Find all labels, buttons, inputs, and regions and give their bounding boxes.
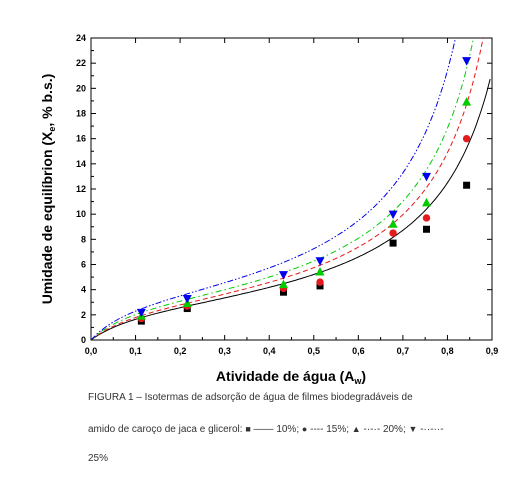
axes <box>90 37 493 341</box>
x-tick-label: 0,8 <box>441 346 454 356</box>
tick-labels: 0,0 0,1 0,2 0,3 0,4 0,5 0,6 0,7 0,8 0,90246810121… <box>76 33 498 356</box>
legend-20-line: -·-·- <box>363 424 381 435</box>
x-tick-label: 0,1 <box>129 346 142 356</box>
marker-25pct <box>422 172 432 182</box>
marker-25pct <box>182 294 192 304</box>
figure-caption-line2: amido de caroço de jaca e glicerol: ■ ——… <box>88 422 508 437</box>
marker-20pct <box>422 197 432 207</box>
figure-caption-line1: FIGURA 1 – Isotermas de adsorção de água… <box>88 392 413 403</box>
y-tick-label: 10 <box>76 209 86 219</box>
marker-15pct <box>462 134 471 143</box>
y-tick-label: 4 <box>81 285 86 295</box>
legend-15-symbol: ● <box>301 424 308 434</box>
x-axis-title: Atividade de água (Aw) <box>216 368 366 385</box>
y-tick-label: 18 <box>76 109 86 119</box>
y-tick-label: 8 <box>81 234 86 244</box>
y-tick-label: 0 <box>81 335 86 345</box>
marker-20pct <box>388 219 398 228</box>
marker-15pct <box>422 214 431 222</box>
curve-10pct <box>91 78 491 340</box>
legend-10-symbol: ■ <box>245 424 251 434</box>
y-tick-label: 16 <box>76 134 86 144</box>
marker-25pct <box>136 308 146 318</box>
x-axis-title-sub: w <box>353 376 362 385</box>
x-tick-label: 0,7 <box>397 346 410 356</box>
marker-25pct <box>315 257 325 266</box>
y-tick-label: 20 <box>76 83 86 93</box>
marker-25pct <box>278 271 288 280</box>
x-tick-label: 0,5 <box>308 346 321 356</box>
marker-10pct <box>423 225 431 233</box>
x-tick-label: 0,3 <box>218 346 231 356</box>
curve-25pct <box>91 38 457 340</box>
marker-10pct <box>316 282 324 290</box>
plot-frame <box>90 37 493 341</box>
y-tick-label: 6 <box>81 260 86 270</box>
marker-15pct <box>389 229 397 237</box>
y-tick-label: 14 <box>76 159 86 169</box>
legend-25-line: -··-··- <box>420 424 444 435</box>
marker-20pct <box>278 279 288 289</box>
y-axis-title: Umidade de equilíbrion (Xe, % b.s.) <box>39 74 57 305</box>
marker-20pct <box>462 97 472 106</box>
curve-20pct <box>91 38 475 340</box>
y-tick-label: 12 <box>76 184 86 194</box>
legend-20-label: 20%; <box>382 424 406 435</box>
x-tick-label: 0,0 <box>85 346 98 356</box>
caption-text: amido de caroço de jaca e glicerol: <box>88 424 243 435</box>
marker-10pct <box>279 288 287 296</box>
x-tick-label: 0,2 <box>174 346 187 356</box>
y-tick-label: 2 <box>81 310 86 320</box>
marker-15pct <box>316 278 324 286</box>
x-tick-label: 0,9 <box>486 346 499 356</box>
legend-15-label: 15%; <box>326 424 350 435</box>
marker-25pct <box>462 57 472 66</box>
marker-10pct <box>389 239 397 247</box>
marker-25pct <box>388 210 398 220</box>
isotherm-chart: 0,0 0,1 0,2 0,3 0,4 0,5 0,6 0,7 0,8 0,90246810121… <box>39 33 498 385</box>
curve-15pct <box>91 38 484 340</box>
legend-10-label: 10%; <box>276 424 300 435</box>
figure-caption-line3: 25% <box>88 453 109 464</box>
legend-10-line: —— <box>253 424 274 435</box>
y-tick-label: 22 <box>76 58 86 68</box>
y-tick-label: 24 <box>76 33 86 43</box>
legend-20-symbol: ▲ <box>351 424 361 434</box>
legend-25-symbol: ▼ <box>408 424 418 434</box>
x-tick-label: 0,6 <box>352 346 365 356</box>
fitted-curves <box>91 38 491 340</box>
marker-20pct <box>315 267 325 276</box>
y-axis-title-sub: e <box>47 127 57 132</box>
marker-10pct <box>463 181 471 189</box>
x-tick-label: 0,4 <box>263 346 276 356</box>
legend-15-line: ---- <box>310 424 324 435</box>
data-markers <box>136 57 472 325</box>
